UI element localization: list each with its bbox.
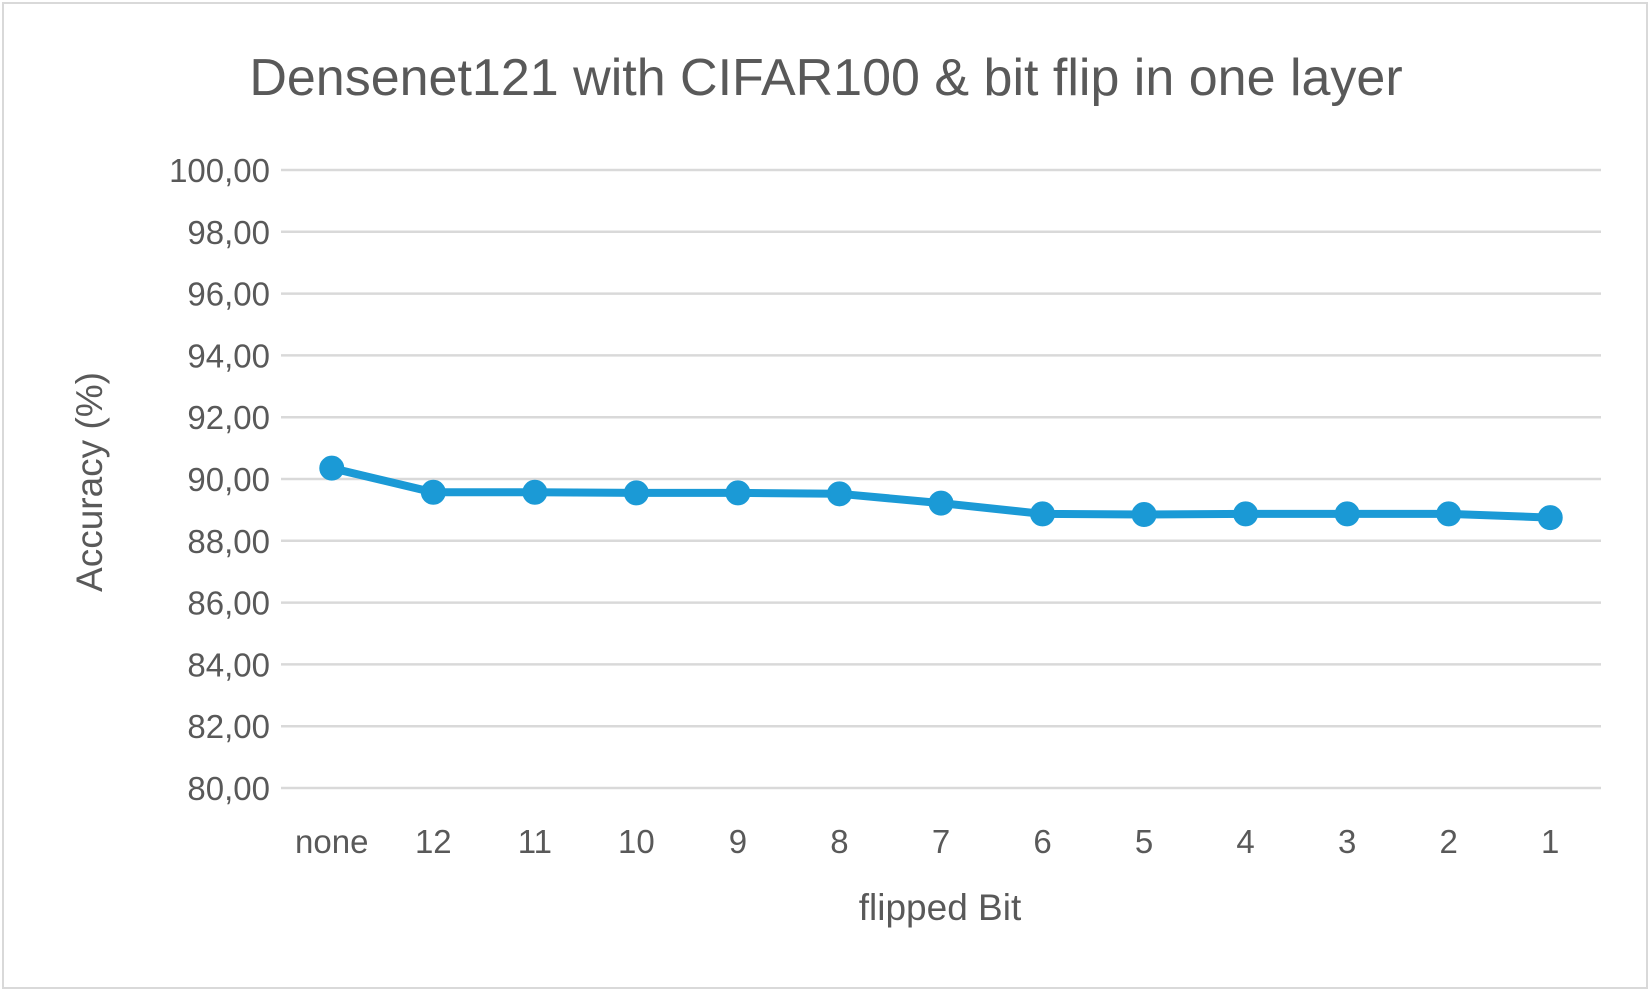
data-point (928, 490, 954, 516)
data-point (1030, 501, 1056, 527)
y-tick-label: 82,00 (187, 708, 270, 745)
y-axis-label: Accuracy (%) (69, 372, 110, 592)
data-point (1233, 501, 1259, 527)
x-tick-label: 5 (1135, 823, 1153, 860)
y-tick-label: 86,00 (187, 585, 270, 622)
data-point (522, 479, 548, 505)
y-tick-label: 96,00 (187, 276, 270, 313)
gridlines (281, 168, 1601, 790)
x-tick-label: 10 (618, 823, 655, 860)
x-tick-label: 2 (1440, 823, 1458, 860)
data-point (420, 479, 446, 505)
x-tick-label: none (295, 823, 368, 860)
data-point (1131, 502, 1157, 528)
x-tick-label: 6 (1033, 823, 1051, 860)
x-tick-label: 12 (415, 823, 452, 860)
x-tick-label: 4 (1236, 823, 1254, 860)
x-tick-label: 11 (518, 823, 552, 860)
y-tick-label: 98,00 (187, 214, 270, 251)
y-axis-ticks: 80,00 82,00 84,00 86,00 88,00 90,00 92,00 94,00… (169, 152, 270, 807)
y-tick-label: 100,00 (169, 152, 270, 189)
x-tick-label: 1 (1541, 823, 1559, 860)
y-tick-label: 92,00 (187, 399, 270, 436)
x-tick-label: 7 (932, 823, 950, 860)
x-tick-label: 8 (830, 823, 848, 860)
y-tick-label: 90,00 (187, 461, 270, 498)
data-point (623, 480, 649, 506)
data-point (1537, 505, 1563, 531)
x-axis-ticks: none 12 11 10 9 8 7 6 5 4 3 2 1 (295, 823, 1559, 860)
data-point (826, 481, 852, 507)
y-tick-label: 84,00 (187, 646, 270, 683)
y-tick-label: 88,00 (187, 523, 270, 560)
data-point (725, 480, 751, 506)
data-point (319, 455, 345, 481)
y-tick-label: 94,00 (187, 337, 270, 374)
chart-title: Densenet121 with CIFAR100 & bit flip in … (249, 49, 1402, 107)
data-point (1436, 501, 1462, 527)
y-tick-label: 80,00 (187, 770, 270, 807)
series-layer (319, 455, 1563, 531)
x-axis-label: flipped Bit (859, 887, 1022, 928)
x-tick-label: 3 (1338, 823, 1356, 860)
x-tick-label: 9 (729, 823, 747, 860)
data-point (1334, 501, 1360, 527)
